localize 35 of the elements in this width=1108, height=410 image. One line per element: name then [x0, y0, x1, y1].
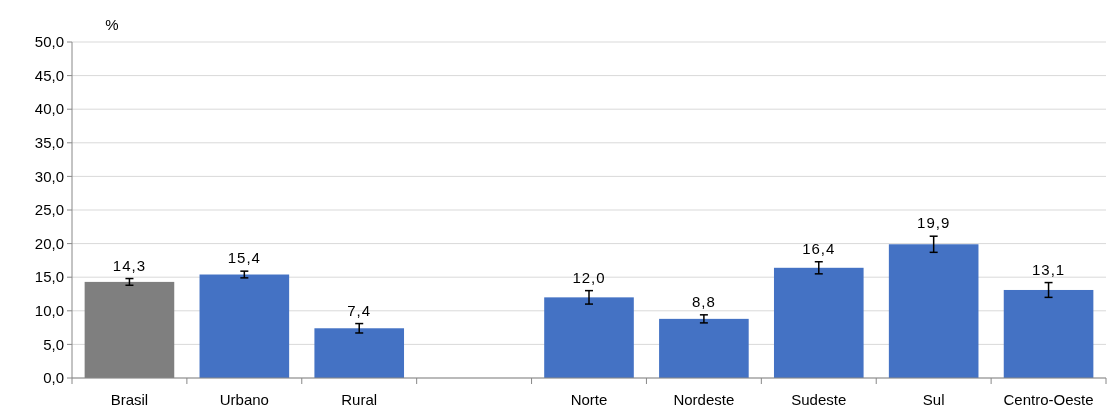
bar: [773, 267, 864, 378]
y-tick-label: 5,0: [43, 335, 64, 353]
x-tick-label: Sul: [922, 391, 945, 408]
y-tick-label: 20,0: [34, 234, 64, 252]
bar: [544, 297, 634, 378]
bar: [888, 244, 979, 378]
y-axis-title: %: [105, 16, 119, 33]
x-tick-label: Sudeste: [791, 391, 847, 408]
bar: [199, 274, 290, 378]
data-label: 13,1: [1031, 260, 1066, 278]
bar: [314, 328, 405, 378]
y-tick-label: 15,0: [34, 268, 64, 286]
data-label: 16,4: [802, 239, 836, 257]
y-tick-label: 35,0: [34, 134, 64, 152]
bar: [1003, 289, 1094, 378]
y-tick-label: 30,0: [34, 167, 64, 185]
bar: [659, 318, 749, 378]
data-label: 12,0: [572, 268, 606, 286]
x-tick-label: Brasil: [110, 391, 149, 408]
x-tick-label: Norte: [570, 391, 608, 408]
y-tick-label: 45,0: [34, 66, 64, 84]
data-label: 15,4: [227, 249, 261, 267]
data-label: 14,3: [112, 256, 147, 274]
y-tick-label: 10,0: [34, 302, 64, 320]
y-tick-label: 40,0: [34, 100, 64, 118]
data-label: 7,4: [347, 301, 372, 319]
x-tick-label: Urbano: [219, 391, 269, 408]
y-tick-label: 25,0: [34, 201, 64, 219]
y-tick-label: 50,0: [34, 33, 64, 51]
x-tick-label: Rural: [341, 391, 378, 408]
x-tick-label: Centro-Oeste: [1003, 391, 1094, 408]
x-tick-label: Nordeste: [673, 391, 735, 408]
data-label: 19,9: [917, 214, 951, 232]
data-label: 8,8: [691, 292, 716, 310]
y-tick-label: 0,0: [43, 369, 64, 387]
